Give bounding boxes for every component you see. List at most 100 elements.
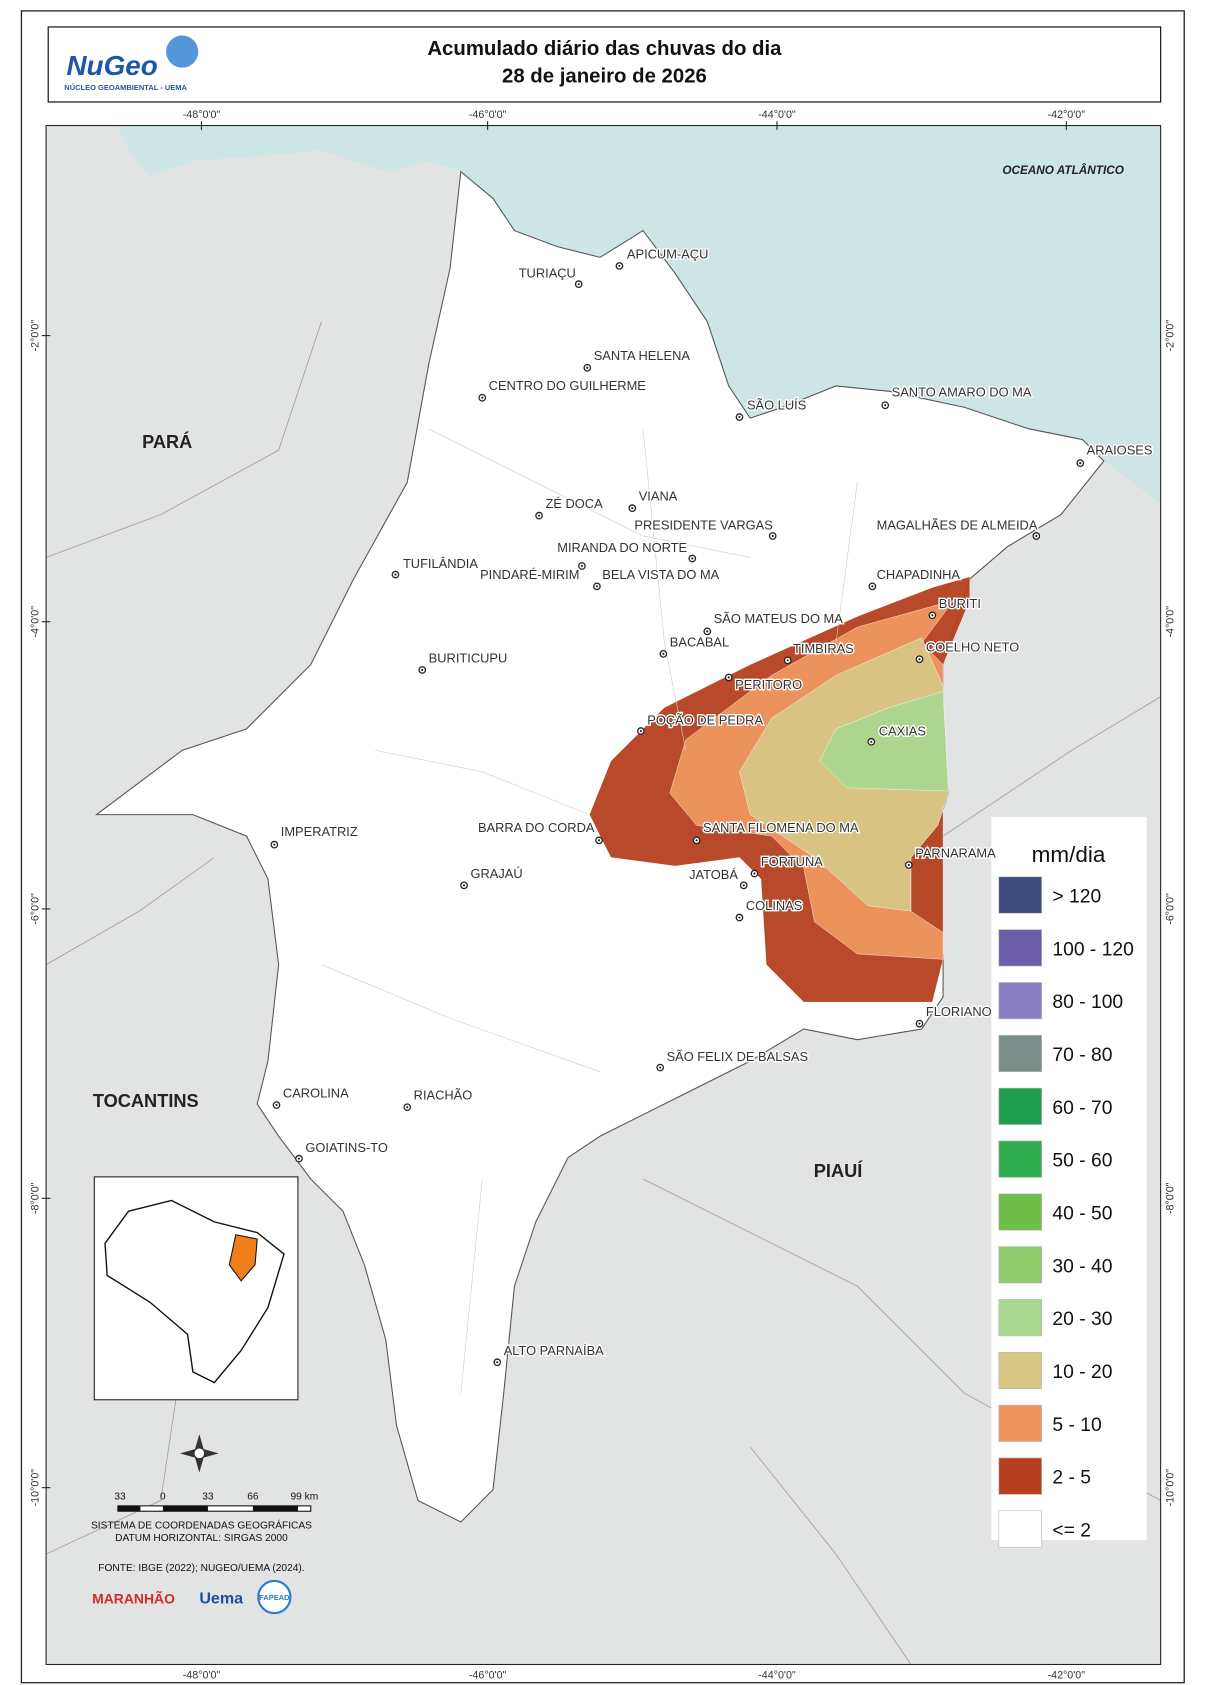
- longitude-label: -42°0'0": [1048, 109, 1086, 121]
- legend-swatch: [998, 1457, 1042, 1495]
- region-label: OCEANO ATLÂNTICO: [1002, 164, 1124, 177]
- logo-maranhao: MARANHÃO: [92, 1589, 175, 1606]
- city-label: CAXIAS: [879, 723, 926, 738]
- legend-label: 100 - 120: [1052, 939, 1133, 960]
- legend-label: <= 2: [1052, 1521, 1091, 1542]
- city-marker-dot: [273, 843, 276, 846]
- city-label: BELA VISTA DO MA: [602, 567, 719, 582]
- city-label: FORTUNA: [761, 854, 823, 869]
- city-marker-dot: [918, 658, 921, 661]
- legend-label: 40 - 50: [1052, 1204, 1112, 1225]
- legend-swatch: [998, 1351, 1042, 1390]
- city-marker-dot: [738, 415, 741, 419]
- maranhao-state: [94, 170, 1105, 1523]
- city-label: APICUM-AÇU: [627, 246, 708, 261]
- latitude-label: -8°0'0": [1164, 1182, 1176, 1214]
- legend-label: 80 - 100: [1052, 992, 1123, 1013]
- logo-uema: Uema: [199, 1589, 244, 1607]
- city-label: SANTA FILOMENA DO MA: [703, 820, 859, 835]
- city-label: SANTA HELENA: [594, 348, 691, 363]
- city-marker-dot: [1079, 462, 1082, 465]
- legend-swatch: [998, 982, 1042, 1020]
- city-label: ARAIOSES: [1087, 443, 1153, 458]
- legend-label: > 120: [1052, 887, 1101, 908]
- city-marker-dot: [771, 534, 774, 538]
- city-marker-dot: [870, 740, 873, 743]
- city-label: BURITI: [939, 596, 981, 611]
- datum-note: DATUM HORIZONTAL: SIRGAS 2000: [115, 1533, 288, 1544]
- city-label: MIRANDA DO NORTE: [557, 540, 687, 555]
- city-label: IMPERATRIZ: [281, 824, 358, 839]
- longitude-label: -48°0'0": [183, 1669, 221, 1681]
- legend-label: 30 - 40: [1052, 1256, 1112, 1277]
- legend-swatch: [998, 929, 1042, 967]
- legend-swatch: [998, 1087, 1042, 1125]
- longitude-label: -42°0'0": [1048, 1669, 1086, 1681]
- scale-label: 0: [160, 1491, 166, 1502]
- city-label: JATOBÁ: [689, 867, 738, 882]
- city-marker-dot: [481, 396, 484, 399]
- logo: NuGeo: [66, 50, 157, 81]
- city-label: TIMBIRAS: [793, 641, 854, 656]
- legend-swatch: [998, 1140, 1042, 1178]
- ocean: [46, 125, 1161, 504]
- city-marker-dot: [691, 557, 694, 560]
- legend-swatch: [998, 1034, 1042, 1073]
- legend-swatch: [998, 876, 1042, 914]
- city-marker-dot: [738, 916, 741, 919]
- legend-label: 70 - 80: [1052, 1045, 1112, 1066]
- city-marker-dot: [462, 884, 466, 887]
- city-label: VIANA: [639, 489, 678, 504]
- latitude-label: -4°0'0": [30, 606, 42, 638]
- title: Acumulado diário das chuvas do dia: [427, 38, 782, 60]
- city-label: CAROLINA: [283, 1086, 349, 1101]
- city-label: CHAPADINHA: [877, 567, 961, 582]
- longitude-label: -44°0'0": [758, 109, 796, 121]
- city-marker-dot: [659, 1066, 662, 1069]
- city-marker-dot: [631, 507, 634, 510]
- city-marker-dot: [496, 1361, 499, 1364]
- north-arrow: [180, 1434, 219, 1473]
- legend-swatch: [998, 1510, 1042, 1548]
- city-label: COLINAS: [746, 898, 802, 913]
- city-marker-dot: [871, 585, 874, 588]
- latitude-label: -8°0'0": [30, 1182, 42, 1214]
- city-label: POÇÃO DE PEDRA: [647, 713, 763, 728]
- latitude-label: -6°0'0": [30, 893, 42, 925]
- title: 28 de janeiro de 2026: [502, 66, 707, 88]
- latitude-label: -6°0'0": [1164, 893, 1176, 925]
- inset-maranhao: [228, 1234, 258, 1282]
- header-box: [47, 26, 1162, 103]
- latitude-label: -2°0'0": [30, 320, 42, 352]
- city-label: BARRA DO CORDA: [478, 820, 595, 835]
- city-marker-dot: [695, 839, 698, 842]
- city-label: FLORIANO: [926, 1004, 992, 1019]
- city-marker-dot: [786, 659, 789, 662]
- crs-note: SISTEMA DE COORDENADAS GEOGRÁFICAS: [91, 1518, 312, 1531]
- longitude-label: -46°0'0": [469, 109, 507, 121]
- city-label: CENTRO DO GUILHERME: [489, 378, 647, 393]
- latitude-label: -10°0'0": [1164, 1469, 1176, 1507]
- city-marker-dot: [595, 585, 598, 588]
- legend-label: 20 - 30: [1052, 1309, 1112, 1330]
- city-label: SÃO LUÍS: [747, 398, 806, 413]
- city-marker-dot: [639, 729, 642, 733]
- city-label: COELHO NETO: [926, 640, 1019, 655]
- legend-label: 60 - 70: [1052, 1098, 1112, 1119]
- region-label: PARÁ: [142, 431, 192, 452]
- city-marker-dot: [918, 1022, 921, 1025]
- city-marker-dot: [275, 1103, 278, 1107]
- legend-swatch: [998, 1299, 1042, 1337]
- logo-globe: [166, 35, 199, 68]
- city-label: GRAJAÚ: [470, 866, 522, 881]
- city-marker-dot: [931, 614, 934, 617]
- city-marker-dot: [753, 872, 756, 875]
- city-label: ZÉ DOCA: [545, 496, 603, 511]
- city-marker-dot: [580, 564, 583, 568]
- city-marker-dot: [586, 366, 589, 369]
- city-label: BURITICUPU: [429, 650, 508, 665]
- map-area: [46, 125, 1161, 1665]
- city-marker-dot: [577, 283, 580, 286]
- legend-label: 5 - 10: [1052, 1415, 1101, 1436]
